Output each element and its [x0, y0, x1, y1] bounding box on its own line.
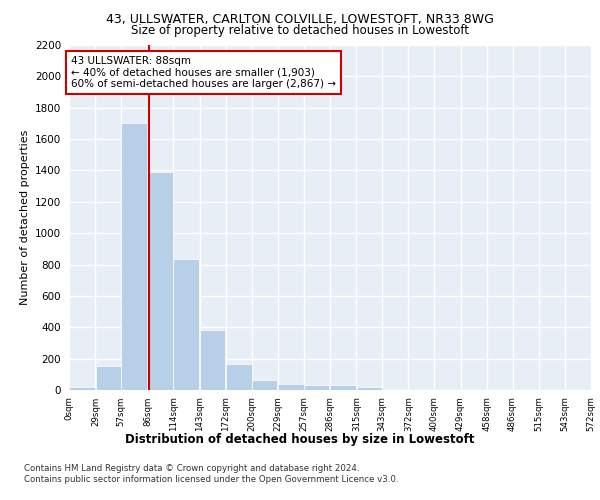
Bar — [173, 259, 199, 390]
Bar — [96, 366, 121, 390]
Bar — [121, 124, 146, 390]
Bar — [148, 172, 173, 390]
Text: 43 ULLSWATER: 88sqm
← 40% of detached houses are smaller (1,903)
60% of semi-det: 43 ULLSWATER: 88sqm ← 40% of detached ho… — [71, 56, 336, 89]
Bar — [357, 387, 382, 390]
Text: Contains public sector information licensed under the Open Government Licence v3: Contains public sector information licen… — [24, 475, 398, 484]
Bar — [121, 124, 146, 390]
Bar — [331, 386, 356, 390]
Text: Size of property relative to detached houses in Lowestoft: Size of property relative to detached ho… — [131, 24, 469, 37]
Bar — [173, 259, 199, 390]
Bar — [200, 330, 225, 390]
Text: Contains HM Land Registry data © Crown copyright and database right 2024.: Contains HM Land Registry data © Crown c… — [24, 464, 359, 473]
Bar — [200, 330, 225, 390]
Bar — [278, 384, 304, 390]
Text: 43, ULLSWATER, CARLTON COLVILLE, LOWESTOFT, NR33 8WG: 43, ULLSWATER, CARLTON COLVILLE, LOWESTO… — [106, 12, 494, 26]
Bar — [357, 387, 382, 390]
Bar — [226, 364, 251, 390]
Bar — [331, 386, 356, 390]
Bar — [70, 387, 95, 390]
Bar — [70, 387, 95, 390]
Bar — [278, 384, 304, 390]
Bar — [304, 386, 329, 390]
Bar — [96, 366, 121, 390]
Bar — [226, 364, 251, 390]
Y-axis label: Number of detached properties: Number of detached properties — [20, 130, 29, 305]
Bar — [252, 380, 277, 390]
Text: Distribution of detached houses by size in Lowestoft: Distribution of detached houses by size … — [125, 432, 475, 446]
Bar — [148, 172, 173, 390]
Bar — [252, 380, 277, 390]
Bar — [304, 386, 329, 390]
